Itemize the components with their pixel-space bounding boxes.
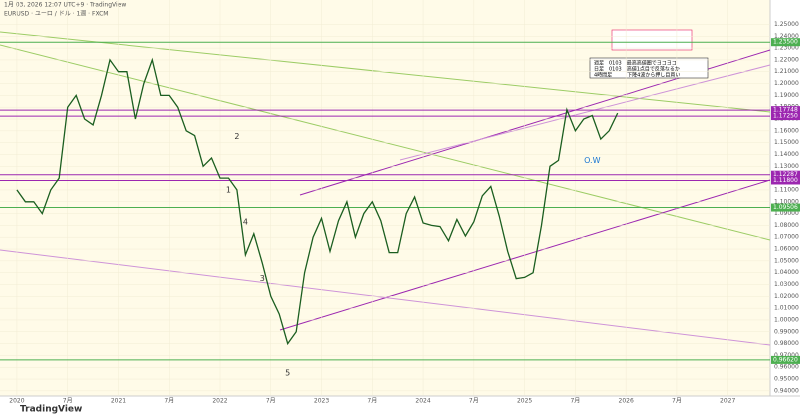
y-tick-label: 1.23000 <box>774 45 799 52</box>
y-tick-label: 1.01000 <box>774 305 799 312</box>
trendline <box>0 249 771 346</box>
y-tick-label: 1.22000 <box>774 56 799 63</box>
x-tick-label: 7月 <box>266 398 276 405</box>
x-tick-label: 2027 <box>720 398 735 405</box>
level-tag <box>771 106 800 115</box>
x-tick-label: 2024 <box>415 398 430 405</box>
note-line: 週足 0103 最高高値圏でヨコヨコ <box>594 60 677 67</box>
wave-label: 2 <box>234 132 239 141</box>
time-axis <box>0 396 800 418</box>
y-tick-label: 1.24000 <box>774 33 799 40</box>
x-tick-label: 7月 <box>164 398 174 405</box>
wave-label: 5 <box>285 369 290 378</box>
level-label: 1.11800 <box>773 177 798 184</box>
level-label: 1.09506 <box>773 204 798 211</box>
y-tick-label: 1.07000 <box>774 234 799 241</box>
wave-label: O.W <box>584 156 601 165</box>
y-tick-label: 1.00000 <box>774 316 799 323</box>
y-tick-label: 1.11000 <box>774 186 799 193</box>
trendline <box>0 31 771 113</box>
price-line <box>16 57 619 346</box>
price-axis <box>770 0 800 396</box>
y-tick-label: 1.04000 <box>774 269 799 276</box>
x-tick-label: 2020 <box>9 398 24 405</box>
header: 1月 03, 2026 12:07 UTC+9 · TradingView <box>4 2 126 9</box>
y-tick-label: 1.19000 <box>774 92 799 99</box>
x-tick-label: 7月 <box>672 398 682 405</box>
y-tick-label: 1.25000 <box>774 21 799 28</box>
y-tick-label: 0.98000 <box>774 340 799 347</box>
level-label: 1.23500 <box>773 39 798 46</box>
level-tag <box>771 176 800 185</box>
y-tick-label: 1.09000 <box>774 210 799 217</box>
y-tick-label: 0.99000 <box>774 328 799 335</box>
x-tick-label: 7月 <box>63 398 73 405</box>
level-label: 1.12287 <box>773 171 798 178</box>
wave-label: 3 <box>260 274 265 283</box>
channel-line <box>279 179 771 331</box>
level-label: 0.96620 <box>773 356 798 363</box>
y-tick-label: 1.08000 <box>774 222 799 229</box>
y-tick-label: 1.21000 <box>774 68 799 75</box>
x-tick-label: 7月 <box>570 398 580 405</box>
wave-label: 1 <box>226 185 231 194</box>
channel-line <box>399 64 771 161</box>
x-tick-label: 2022 <box>212 398 227 405</box>
logo: TradingView <box>20 405 82 415</box>
x-tick-label: 7月 <box>367 398 377 405</box>
y-tick-label: 1.15000 <box>774 139 799 146</box>
annotation-box <box>611 29 693 51</box>
y-tick-label: 0.96000 <box>774 364 799 371</box>
x-tick-label: 7月 <box>469 398 479 405</box>
note-box <box>589 57 709 79</box>
y-tick-label: 1.13000 <box>774 163 799 170</box>
level-tag <box>771 203 800 212</box>
note-line: 日足 0103 高値1点目で反落なるか <box>594 66 680 73</box>
y-tick-label: 1.05000 <box>774 257 799 264</box>
y-tick-label: 1.10000 <box>774 198 799 205</box>
x-tick-label: 2023 <box>314 398 329 405</box>
note-line: 4時間足 下降4波から押し目買い <box>594 72 680 79</box>
y-tick-label: 0.94000 <box>774 387 799 394</box>
chart-title: EURUSD · ユーロ / ドル · 1週 · FXCM <box>4 10 108 18</box>
level-tag <box>771 170 800 179</box>
x-tick-label: 2025 <box>517 398 532 405</box>
y-tick-label: 0.95000 <box>774 376 799 383</box>
y-tick-label: 1.06000 <box>774 246 799 253</box>
wave-label: 4 <box>243 217 248 226</box>
level-tag <box>771 38 800 47</box>
y-tick-label: 1.20000 <box>774 80 799 87</box>
level-label: 1.17250 <box>773 113 798 120</box>
level-tag <box>771 355 800 364</box>
level-tag <box>771 112 800 121</box>
level-label: 1.17748 <box>773 107 798 114</box>
x-tick-label: 2021 <box>111 398 126 405</box>
x-tick-label: 2026 <box>619 398 634 405</box>
y-tick-label: 1.16000 <box>774 127 799 134</box>
y-tick-label: 1.03000 <box>774 281 799 288</box>
y-tick-label: 0.97000 <box>774 352 799 359</box>
y-tick-label: 1.02000 <box>774 293 799 300</box>
y-tick-label: 1.14000 <box>774 151 799 158</box>
